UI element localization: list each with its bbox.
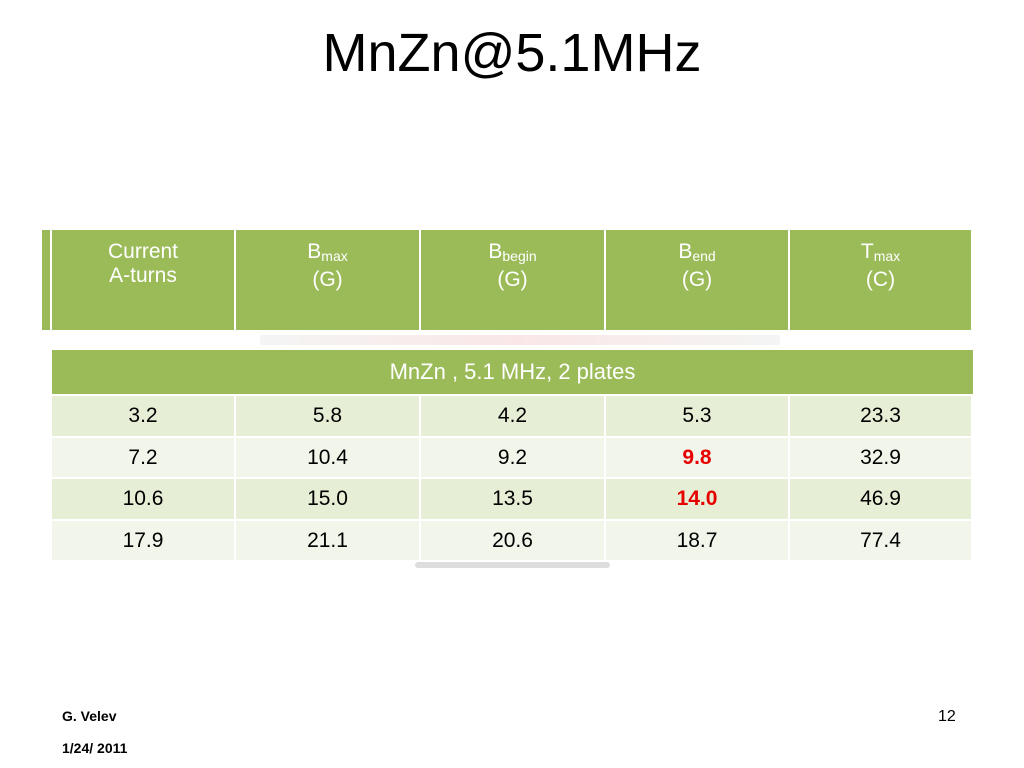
faint-band [260,335,780,345]
header-unit: (G) [681,268,713,291]
table-cell: 3.2 [52,396,236,438]
header-text: Current [107,240,179,263]
header-line: Tmax [790,240,971,268]
table-cell: 32.9 [790,437,973,479]
column-header: Bmax (G) [236,230,421,330]
faint-band [415,562,610,568]
header-edge [42,230,52,330]
header-subscript: end [692,248,716,264]
header-subscript: max [321,248,348,264]
header-line: Bmax [236,240,419,268]
page-number: 12 [938,708,956,725]
header-line: Bend [606,240,788,268]
table-cell: 9.2 [421,437,606,479]
table-cell: 5.8 [236,396,421,438]
header-symbol: B [488,240,503,263]
table-cell: 17.9 [52,520,236,562]
column-header: Bbegin (G) [421,230,606,330]
table-cell: 15.0 [236,479,421,521]
date: 1/24/ 2011 [62,740,128,756]
column-header: Tmax (C) [790,230,973,330]
table-cell: 21.1 [236,520,421,562]
header-line: Bbegin [421,240,604,268]
section-row: MnZn , 5.1 MHz, 2 plates [52,350,973,396]
table-cell: 10.6 [52,479,236,521]
table-cell: 10.4 [236,437,421,479]
header-unit: (C) [865,268,896,291]
table-cell: 23.3 [790,396,973,438]
table-cell: 7.2 [52,437,236,479]
table-cell: 77.4 [790,520,973,562]
header-text: A-turns [109,264,177,287]
header-subscript: max [873,248,901,264]
header-subscript: begin [502,248,537,264]
table-cell: 46.9 [790,479,973,521]
author: G. Velev [62,708,117,724]
table-cell: 14.0 [606,479,790,521]
header-symbol: B [307,240,322,263]
column-header: Current A-turns [52,230,236,330]
header-unit: (G) [497,268,528,291]
header-symbol: B [678,240,693,263]
table-cell: 4.2 [421,396,606,438]
table-cell: 9.8 [606,437,790,479]
table-cell: 5.3 [606,396,790,438]
slide-title: MnZn@5.1MHz [322,23,702,83]
table-cell: 13.5 [421,479,606,521]
table-cell: 18.7 [606,520,790,562]
table-cell: 20.6 [421,520,606,562]
header-unit: (G) [312,268,343,291]
column-header: Bend (G) [606,230,790,330]
header-symbol: T [860,240,874,263]
